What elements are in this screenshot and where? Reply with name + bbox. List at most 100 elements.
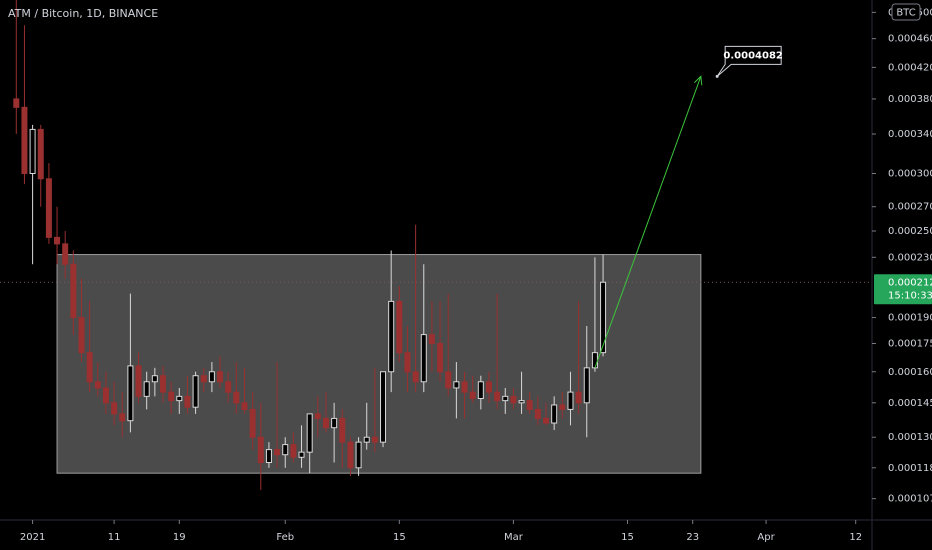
y-tick-label: 0.0003800 (888, 94, 932, 105)
candle-body (21, 106, 28, 174)
last-price-label: 0.0002125 (888, 277, 932, 288)
callout-box (716, 45, 782, 77)
callout-label: 0.0004082 (723, 50, 783, 61)
x-tick-label: 23 (686, 532, 699, 543)
candle-body (62, 243, 69, 265)
candle-body (396, 300, 403, 354)
x-tick-label: 12 (849, 532, 862, 543)
candle-body (159, 375, 166, 393)
candle-body (249, 408, 256, 438)
candle-body (13, 98, 20, 108)
x-tick-label: 19 (173, 532, 186, 543)
candle-body (78, 317, 85, 354)
candle-body (119, 413, 126, 422)
candle-body (371, 436, 378, 443)
plot-area (0, 0, 872, 490)
candle-body (567, 391, 574, 410)
candle-body (168, 391, 175, 402)
candle-body (143, 381, 150, 397)
candle-body (86, 352, 93, 383)
candle-body (208, 371, 215, 383)
candle-body (494, 391, 501, 402)
y-tick-label: 0.0003400 (888, 129, 932, 140)
y-tick-label: 0.0003000 (888, 168, 932, 179)
candle-body (543, 417, 550, 424)
candle-body (583, 367, 590, 404)
y-tick-label: 0.0001900 (888, 313, 932, 324)
candle-body (200, 375, 207, 383)
candle-body (94, 381, 101, 389)
candle-body (176, 395, 183, 402)
candle-body (322, 417, 329, 429)
arrow-head (694, 75, 703, 86)
candle-body (477, 381, 484, 399)
candle-body (412, 371, 419, 383)
candle-body (192, 375, 199, 408)
x-tick-label: 11 (108, 532, 121, 543)
candle-body (45, 178, 52, 238)
candle-body (461, 381, 468, 393)
x-tick-label: Feb (276, 532, 294, 543)
x-tick-label: 15 (621, 532, 634, 543)
countdown: 15:10:33 (888, 290, 932, 301)
candle-body (559, 404, 566, 410)
candle-body (217, 371, 224, 383)
candle-body (257, 436, 264, 463)
candle-body (591, 352, 598, 369)
candle-body (265, 449, 272, 463)
candle-body (37, 128, 44, 180)
candle-body (363, 436, 370, 443)
y-tick-label: 0.0001300 (888, 432, 932, 443)
candle-body (102, 387, 109, 404)
candle-body (29, 128, 36, 174)
y-tick-label: 0.0001750 (888, 338, 932, 349)
x-tick-label: Mar (504, 532, 524, 543)
y-tick-label: 0.0001070 (888, 494, 932, 505)
candle-body (510, 395, 517, 404)
candle-body (575, 391, 582, 404)
y-tick-label: 0.0004600 (888, 34, 932, 45)
candle-body (388, 300, 395, 373)
y-tick-label: 0.0002500 (888, 226, 932, 237)
candle-body (445, 371, 452, 389)
candle-body (306, 413, 313, 453)
currency-badge-box[interactable] (891, 3, 921, 21)
candle-body (282, 444, 289, 456)
candle-body (298, 451, 305, 458)
candle-body (290, 444, 297, 458)
candle-body (70, 263, 77, 319)
y-tick-label: 0.0001450 (888, 398, 932, 409)
candle-body (184, 395, 191, 408)
candle-body (469, 391, 476, 399)
candle-body (151, 375, 158, 383)
x-tick-label: 15 (393, 532, 406, 543)
candle-body (420, 334, 427, 383)
candle-body (600, 281, 607, 354)
candle-body (314, 413, 321, 419)
candle-body (111, 402, 118, 415)
candle-body (233, 391, 240, 404)
candle-body (54, 236, 61, 245)
y-tick-label: 0.0002700 (888, 202, 932, 213)
candle-body (428, 334, 435, 344)
x-tick-label: Apr (757, 532, 775, 543)
candle-body (241, 402, 248, 410)
candle-body (225, 381, 232, 393)
currency-badge[interactable]: BTC (896, 8, 915, 19)
candle-body (339, 417, 346, 443)
candle-body (380, 371, 387, 443)
y-tick-label: 0.0001180 (888, 463, 932, 474)
chart-title: ATM / Bitcoin, 1D, BINANCE (8, 7, 158, 20)
last-price-badge (874, 274, 932, 305)
y-tick-label: 0.0001600 (888, 367, 932, 378)
candle-body (274, 449, 281, 456)
candle-body (135, 365, 142, 397)
candle-body (404, 352, 411, 373)
y-tick-label: 0.0002300 (888, 252, 932, 263)
candle-body (518, 400, 525, 404)
candle-body (526, 400, 533, 410)
candle-body (485, 381, 492, 393)
candle-body (534, 408, 541, 419)
